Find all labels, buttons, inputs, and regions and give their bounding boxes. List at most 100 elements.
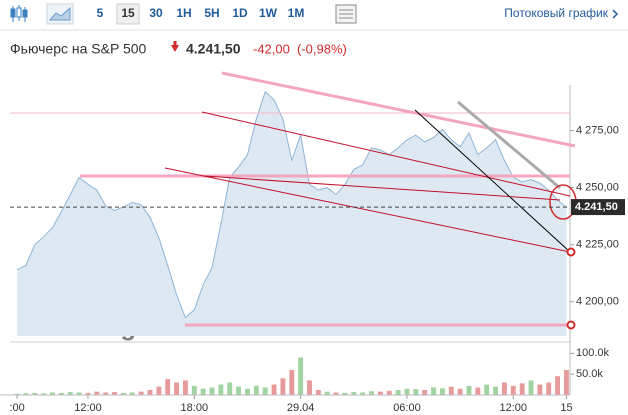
trend-line <box>201 111 571 197</box>
interval-button[interactable]: 5 <box>97 6 104 20</box>
volume-bar <box>404 388 410 395</box>
trend-line <box>164 167 571 253</box>
area-icon[interactable] <box>46 3 74 25</box>
level-dot <box>566 320 576 330</box>
volume-bar <box>191 385 197 395</box>
x-tick-label: 18:00 <box>181 402 209 414</box>
volume-bar <box>289 370 295 395</box>
last-price: 4.241,50 <box>186 41 241 57</box>
volume-bar <box>537 384 543 395</box>
y-tick-label: 4 275,00 <box>576 125 619 137</box>
streaming-link[interactable]: Потоковый график <box>504 6 608 20</box>
calendar-icon[interactable] <box>335 4 357 24</box>
volume-bar <box>94 391 100 395</box>
interval-button[interactable]: 1W <box>259 6 278 20</box>
volume-bar <box>165 379 171 395</box>
volume-bar <box>519 383 525 395</box>
volume-bar <box>23 393 29 395</box>
x-tick-label: 12:00 <box>500 402 528 414</box>
x-tick-label: 15 <box>560 402 572 414</box>
last-price-box <box>571 199 625 216</box>
volume-bar <box>112 392 117 395</box>
volume-bar <box>67 392 73 395</box>
volume-bar <box>138 391 144 395</box>
volume-bar <box>76 392 82 395</box>
volume-bar <box>351 392 357 395</box>
volume-bar <box>555 376 561 395</box>
interval-button[interactable]: 30 <box>149 6 163 20</box>
volume-bar <box>466 385 472 395</box>
volume-bar <box>501 382 507 395</box>
volume-bar <box>253 385 259 395</box>
volume-bar <box>448 386 454 395</box>
trend-line <box>414 109 571 253</box>
volume-bar <box>377 391 383 395</box>
volume-bar <box>484 384 490 395</box>
volume-bar <box>271 384 277 395</box>
price-change-pct: (-0,98%) <box>297 41 347 56</box>
volume-bar <box>183 380 188 395</box>
volume-bar <box>32 392 38 395</box>
volume-bar <box>342 392 348 395</box>
x-tick-label: 12:00 <box>74 402 102 414</box>
interval-button[interactable]: 5H <box>204 6 219 20</box>
y2-tick-label: 50.0k <box>576 368 603 380</box>
volume-bar <box>236 386 242 395</box>
volume-bar <box>174 382 180 395</box>
volume-bar <box>493 386 499 395</box>
volume-bar <box>457 388 463 395</box>
volume-bar <box>280 378 286 395</box>
trend-line <box>221 71 576 148</box>
volume-bar <box>528 380 534 395</box>
x-tick-label: 06:00 <box>393 402 421 414</box>
volume-bar <box>413 389 419 395</box>
volume-bar <box>103 392 109 395</box>
interval-button[interactable]: 1H <box>176 6 191 20</box>
y2-tick-label: 100.0k <box>576 347 610 359</box>
volume-bar <box>147 390 153 395</box>
volume-bar <box>546 382 552 395</box>
volume-bar <box>298 357 304 395</box>
trend-line <box>204 175 561 201</box>
volume-bar <box>129 392 135 395</box>
interval-button[interactable]: 15 <box>121 6 135 20</box>
last-price-label: 4.241,50 <box>575 201 618 213</box>
volume-bar <box>564 370 569 395</box>
price-area <box>17 91 567 336</box>
selected-interval-box <box>116 3 140 25</box>
volume-bar <box>227 382 233 395</box>
volume-bar <box>156 386 162 395</box>
level-dot <box>566 247 576 257</box>
volume-bar <box>475 387 481 395</box>
volume-bar <box>439 388 445 395</box>
candle-icon[interactable] <box>10 5 28 22</box>
volume-bar <box>315 390 321 395</box>
price-change: -42,00 <box>253 41 290 56</box>
x-tick-label: :00 <box>9 402 24 414</box>
volume-bar <box>360 392 366 395</box>
volume-bar <box>386 390 392 395</box>
volume-bar <box>369 391 374 395</box>
volume-bar <box>85 392 91 395</box>
y-tick-label: 4 250,00 <box>576 182 619 194</box>
volume-bar <box>209 387 215 395</box>
volume-bar <box>50 392 55 395</box>
volume-bar <box>41 393 47 395</box>
interval-button[interactable]: 1D <box>232 6 248 20</box>
volume-bar <box>431 387 436 395</box>
volume-bar <box>262 387 268 395</box>
interval-button[interactable]: 1M <box>288 6 305 20</box>
y-tick-label: 4 200,00 <box>576 296 619 308</box>
volume-bar <box>395 390 401 395</box>
chart-title: Фьючерс на S&P 500 <box>10 41 147 57</box>
y-tick-label: 4 225,00 <box>576 239 619 251</box>
volume-bar <box>14 393 20 395</box>
volume-bar <box>324 391 330 395</box>
volume-bar <box>245 388 250 395</box>
volume-bar <box>58 392 64 395</box>
volume-bar <box>218 384 224 395</box>
volume-bar <box>200 388 206 395</box>
x-tick-label: 29.04 <box>287 402 315 414</box>
link-arrow <box>612 9 619 19</box>
